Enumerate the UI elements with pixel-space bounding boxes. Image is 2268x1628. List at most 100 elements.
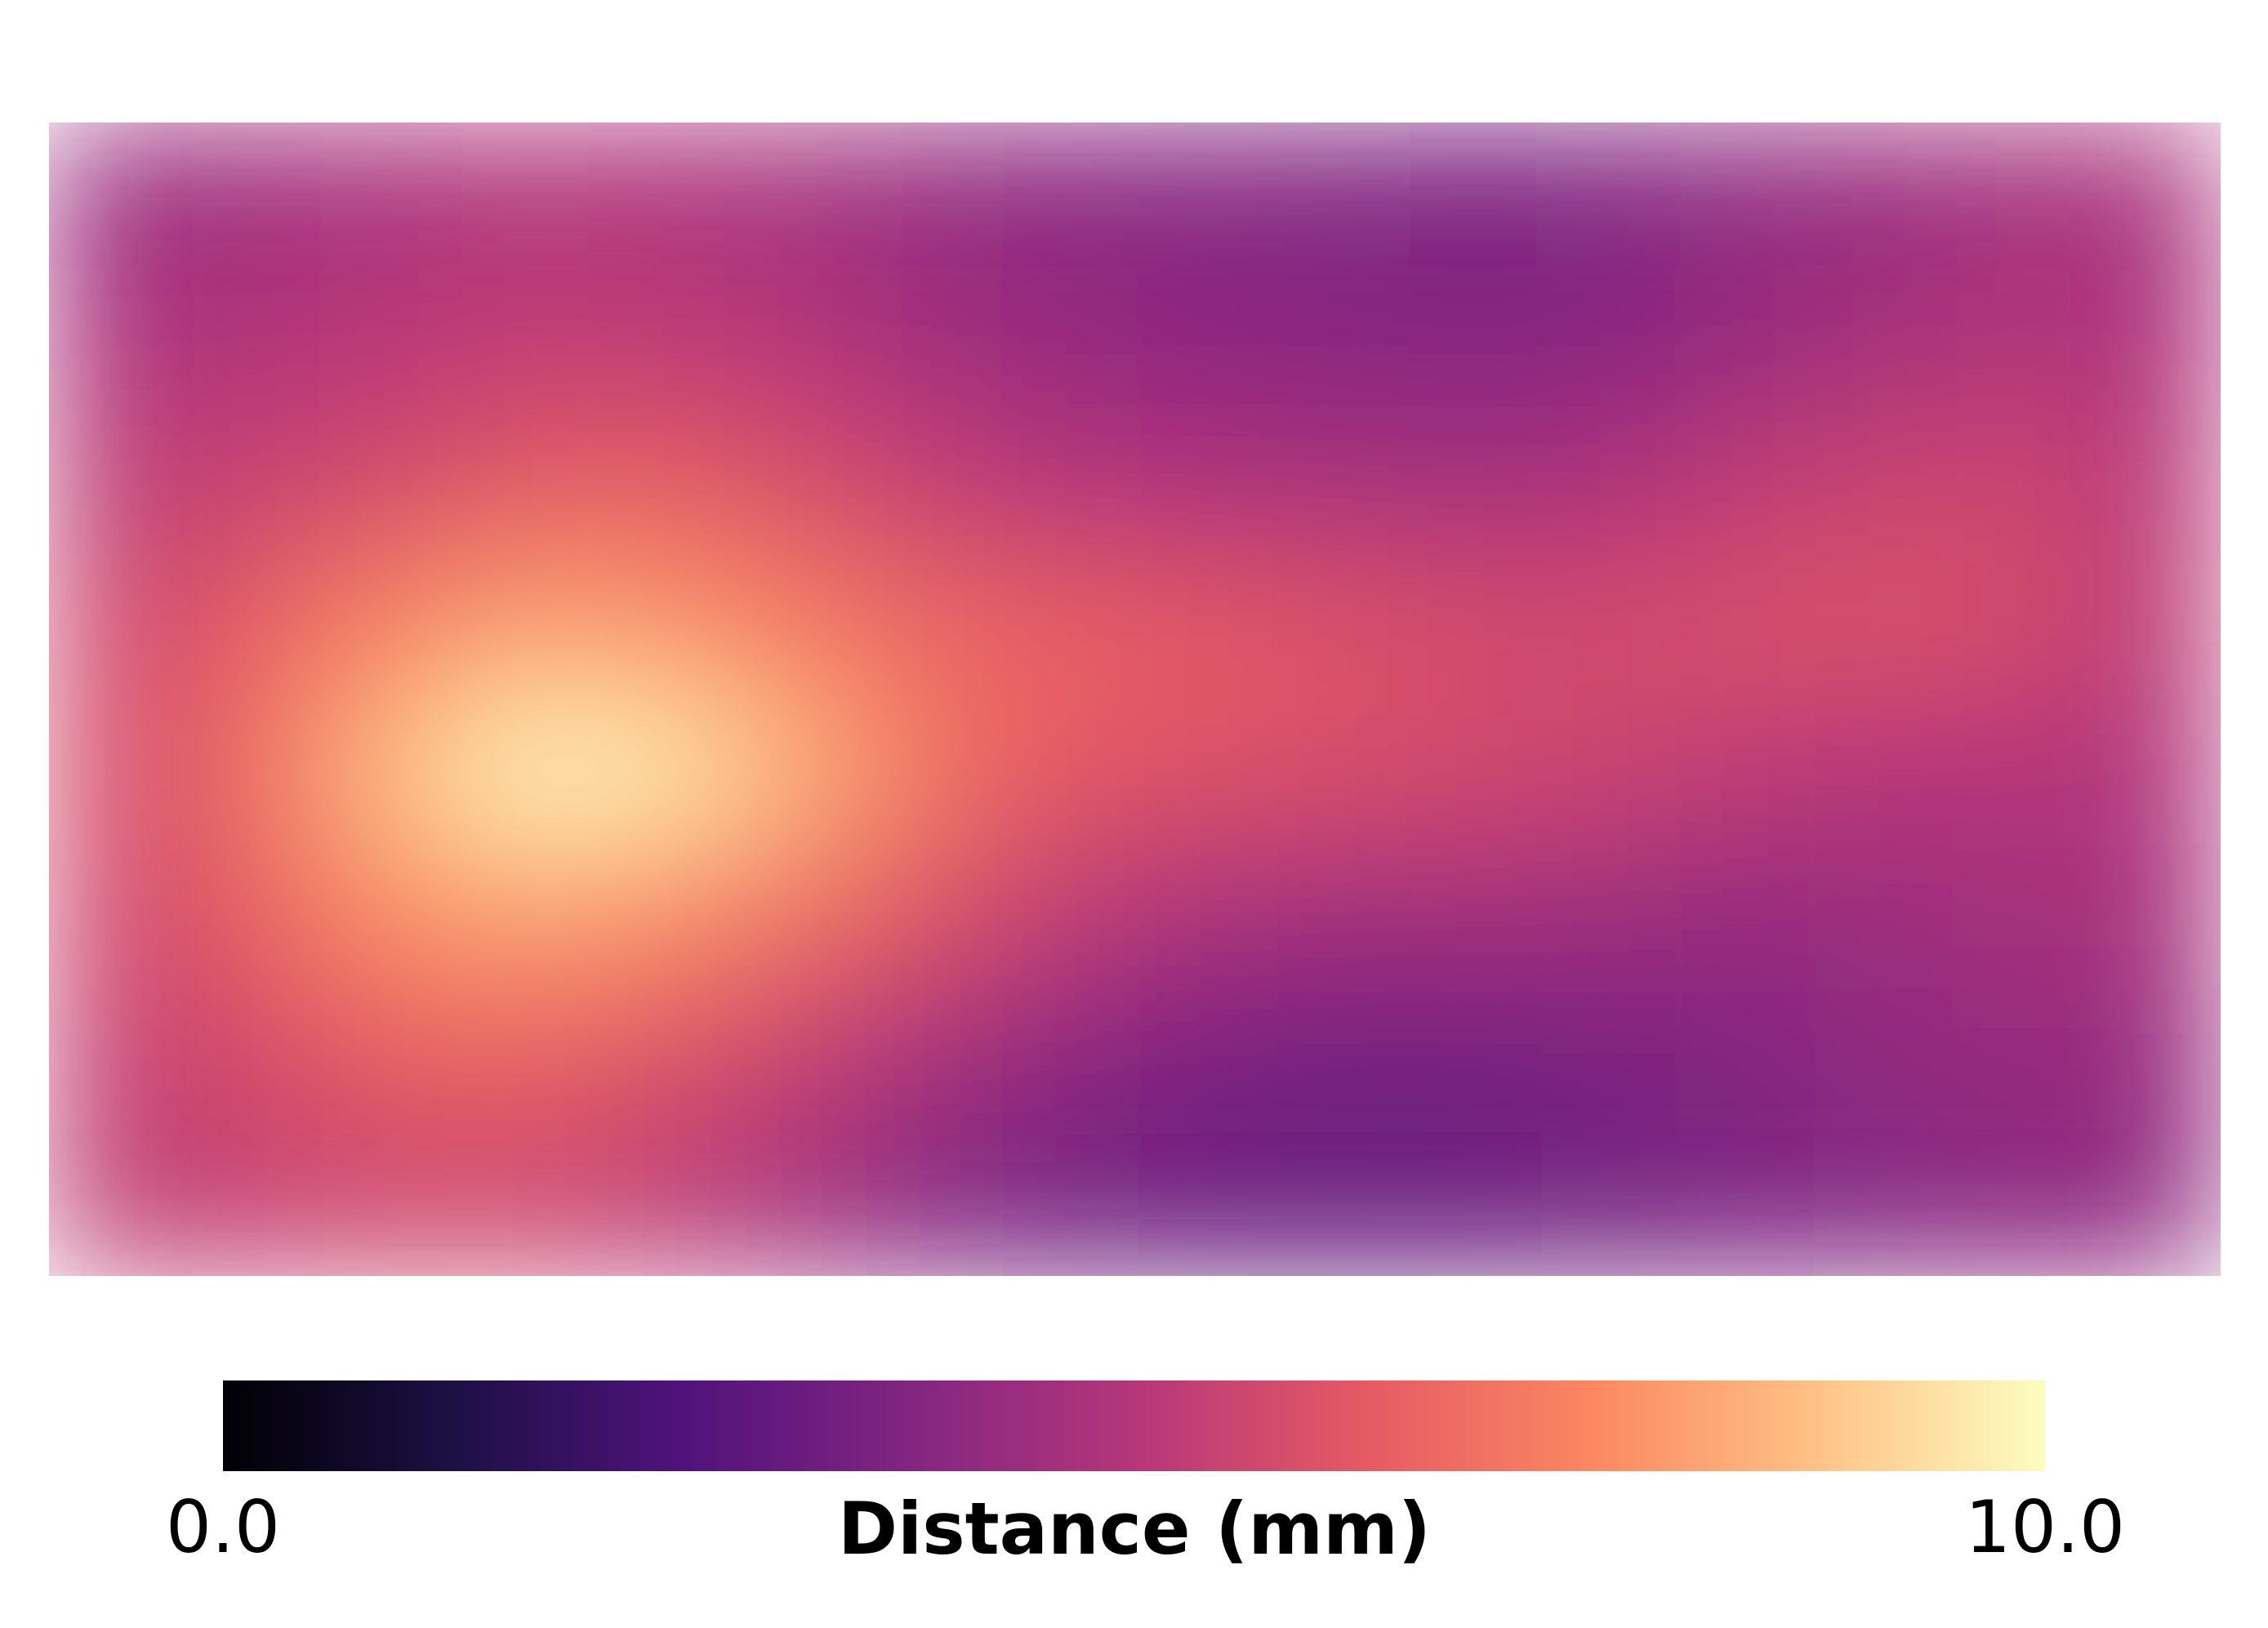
heat-cell (591, 1131, 729, 1276)
heat-cell (999, 988, 1136, 1133)
heat-cell (185, 411, 322, 556)
heat-cell (320, 123, 457, 268)
heat-cell (1542, 555, 1679, 700)
heat-cell (1406, 266, 1544, 412)
heat-cell (2084, 699, 2221, 845)
heat-cell (456, 699, 593, 845)
heat-cell (1813, 843, 1950, 988)
heat-cell (1134, 843, 1272, 988)
heat-cell (456, 843, 593, 988)
heat-cell (999, 411, 1136, 556)
heat-cell (1678, 843, 1815, 988)
heat-cell (2084, 266, 2221, 412)
heat-cell (863, 1131, 1000, 1276)
heatmap (49, 123, 2221, 1276)
heat-cell (456, 988, 593, 1133)
heat-cell (1134, 1131, 1272, 1276)
heat-cell (320, 411, 457, 556)
heat-cell (591, 555, 729, 700)
heat-cell (49, 123, 186, 268)
heat-cell (727, 555, 865, 700)
heat-cell (320, 988, 457, 1133)
heat-cell (863, 266, 1000, 412)
heat-cell (1813, 123, 1950, 268)
heat-cell (1949, 1131, 2086, 1276)
heat-cell (1949, 266, 2086, 412)
heat-cell (185, 699, 322, 845)
heat-cell (1678, 699, 1815, 845)
heat-cell (49, 699, 186, 845)
heat-cell (1813, 699, 1950, 845)
heat-cell (1542, 123, 1679, 268)
heat-cell (727, 123, 865, 268)
heat-cell (1406, 843, 1544, 988)
heat-cell (320, 1131, 457, 1276)
heat-cell (1678, 555, 1815, 700)
heat-cell (49, 988, 186, 1133)
heat-cell (591, 123, 729, 268)
heat-cell (1813, 988, 1950, 1133)
heat-cell (49, 266, 186, 412)
heat-cell (727, 411, 865, 556)
heat-cell (727, 699, 865, 845)
heat-cell (1949, 411, 2086, 556)
heat-cell (591, 843, 729, 988)
heat-cell (1270, 555, 1407, 700)
heat-cell (1542, 1131, 1679, 1276)
heat-cell (1270, 411, 1407, 556)
heat-cell (1406, 1131, 1544, 1276)
heat-cell (863, 843, 1000, 988)
heat-cell (1813, 411, 1950, 556)
heat-cell (1542, 699, 1679, 845)
heat-cell (591, 266, 729, 412)
heat-cell (185, 266, 322, 412)
heat-cell (1678, 266, 1815, 412)
heat-cell (1949, 699, 2086, 845)
heat-cell (49, 411, 186, 556)
heat-cell (591, 411, 729, 556)
heat-cell (727, 988, 865, 1133)
heat-cell (863, 699, 1000, 845)
heat-cell (2084, 123, 2221, 268)
heat-cell (320, 266, 457, 412)
heat-cell (1270, 123, 1407, 268)
heat-cell (1134, 411, 1272, 556)
heat-cell (456, 411, 593, 556)
heat-cell (999, 555, 1136, 700)
heat-cell (49, 843, 186, 988)
heat-cell (999, 699, 1136, 845)
colorbar-label: Distance (mm) (838, 1487, 1431, 1571)
heat-cell (185, 555, 322, 700)
heat-cell (1678, 988, 1815, 1133)
heat-cell (727, 1131, 865, 1276)
heat-cell (1406, 988, 1544, 1133)
heat-cell (1406, 555, 1544, 700)
heat-cell (1406, 411, 1544, 556)
heat-cell (1678, 123, 1815, 268)
heat-cell (999, 843, 1136, 988)
heat-cell (1949, 988, 2086, 1133)
heat-cell (456, 266, 593, 412)
heat-cell (1542, 266, 1679, 412)
heat-cell (2084, 411, 2221, 556)
heat-cell (727, 843, 865, 988)
heat-cell (999, 1131, 1136, 1276)
heat-cell (1949, 843, 2086, 988)
heat-cell (320, 843, 457, 988)
heat-cell (863, 123, 1000, 268)
heat-cell (1813, 555, 1950, 700)
heat-cell (1406, 699, 1544, 845)
heat-cell (999, 123, 1136, 268)
heat-cell (1134, 988, 1272, 1133)
heat-cell (1270, 843, 1407, 988)
heat-cell (185, 988, 322, 1133)
colorbar (223, 1380, 2045, 1471)
heat-cell (1949, 123, 2086, 268)
heat-cell (1270, 1131, 1407, 1276)
heat-cell (2084, 843, 2221, 988)
heat-cell (999, 266, 1136, 412)
heat-cell (591, 988, 729, 1133)
heat-cell (863, 555, 1000, 700)
